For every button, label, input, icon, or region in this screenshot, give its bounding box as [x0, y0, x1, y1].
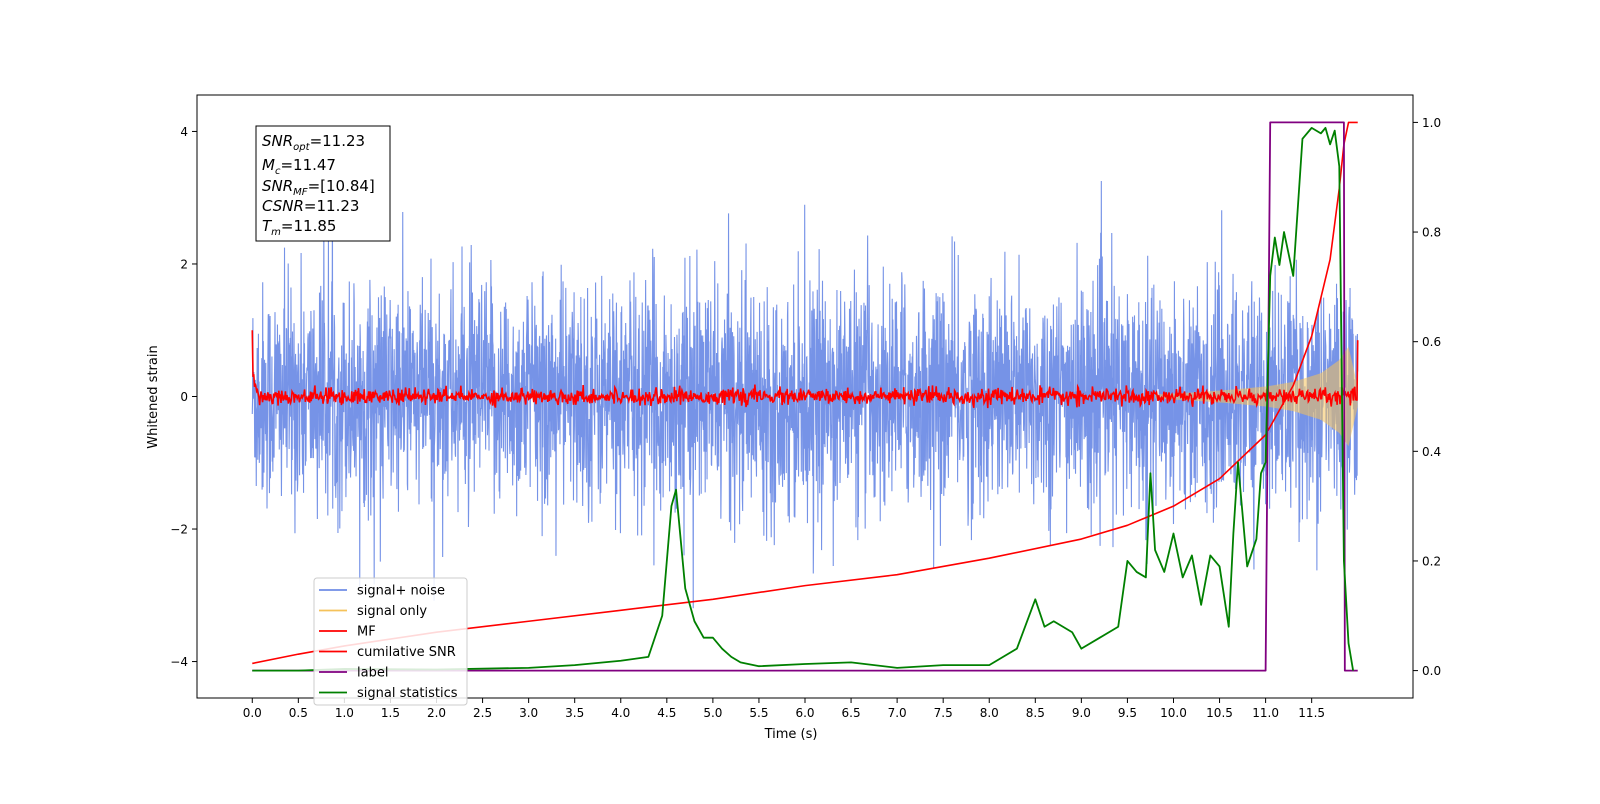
x-axis-label: Time (s) — [764, 727, 818, 742]
y-right-tick-label: 0.8 — [1422, 226, 1441, 240]
y-left-tick-label: −4 — [170, 655, 188, 669]
y-axis-label: Whitened strain — [146, 345, 161, 448]
x-tick-label: 8.0 — [980, 706, 999, 720]
label-line — [252, 121, 1358, 672]
x-axis: 0.0 0.5 1.0 1.5 2.0 2.5 3.0 3.5 4.0 4.5 5.0 5.5 6.0 6… — [243, 698, 1325, 720]
x-tick-label: 1.0 — [335, 706, 354, 720]
mf-series — [251, 330, 1359, 409]
x-tick-label: 11.5 — [1298, 706, 1325, 720]
x-tick-label: 10.5 — [1206, 706, 1233, 720]
x-tick-label: 10.0 — [1160, 706, 1187, 720]
x-tick-label: 7.5 — [934, 706, 953, 720]
x-tick-label: 8.5 — [1026, 706, 1045, 720]
x-tick-label: 3.5 — [565, 706, 584, 720]
legend-label: signal+ noise — [357, 584, 445, 599]
annotation-csnr-value: =11.23 — [304, 197, 360, 215]
annotation-mc: Mc=11.47 — [262, 156, 336, 177]
annotation-box: SNRopt=11.23 Mc=11.47 SNRMF=[10.84] CSNR… — [255, 125, 391, 242]
legend-label: MF — [357, 625, 376, 640]
mf-line — [251, 330, 1359, 409]
signal-statistics-line — [252, 126, 1355, 672]
annotation-snr-opt-value: =11.23 — [310, 132, 366, 150]
y-right-tick-label: 0.0 — [1422, 664, 1441, 678]
x-tick-label: 4.5 — [657, 706, 676, 720]
y-right-tick-label: 1.0 — [1422, 116, 1441, 130]
annotation-csnr: CSNR=11.23 — [262, 197, 359, 215]
annotation-tm-value: =11.85 — [281, 217, 337, 235]
label-series — [252, 121, 1358, 672]
x-tick-label: 11.0 — [1252, 706, 1279, 720]
x-tick-label: 0.0 — [243, 706, 262, 720]
x-tick-label: 7.0 — [888, 706, 907, 720]
x-tick-label: 2.0 — [427, 706, 446, 720]
signal-statistics-series — [252, 126, 1355, 672]
y-right-tick-label: 0.4 — [1422, 445, 1441, 459]
annotation-snr-mf-value: =[10.84] — [308, 177, 375, 195]
y-left-tick-label: 0 — [180, 390, 188, 404]
x-tick-label: 0.5 — [289, 706, 308, 720]
legend-label: label — [357, 666, 388, 681]
x-tick-label: 1.5 — [381, 706, 400, 720]
x-tick-label: 5.0 — [703, 706, 722, 720]
legend-label: signal statistics — [357, 686, 458, 701]
annotation-mc-value: =11.47 — [280, 156, 336, 174]
legend-label: cumilative SNR — [357, 645, 456, 660]
x-tick-label: 6.0 — [795, 706, 814, 720]
legend: signal+ noise signal only MF cumilative SNR… — [313, 577, 468, 706]
legend-frame — [313, 577, 468, 706]
x-tick-label: 5.5 — [749, 706, 768, 720]
y-left-tick-label: −2 — [170, 523, 188, 537]
x-tick-label: 3.0 — [519, 706, 538, 720]
y-left-tick-label: 4 — [180, 125, 188, 139]
x-tick-label: 9.5 — [1118, 706, 1137, 720]
annotation-frame — [255, 125, 391, 242]
y-axis-left: 4 2 0 −2 −4 — [170, 125, 197, 669]
annotation-snr-opt: SNRopt=11.23 — [262, 132, 365, 153]
signal-only-band — [1155, 346, 1358, 447]
x-tick-label: 2.5 — [473, 706, 492, 720]
plot-area — [251, 121, 1359, 672]
x-tick-label: 9.0 — [1072, 706, 1091, 720]
x-tick-label: 4.0 — [611, 706, 630, 720]
annotation-snr-mf: SNRMF=[10.84] — [262, 177, 375, 198]
cumulative-snr-line — [252, 121, 1358, 665]
y-right-tick-label: 0.2 — [1422, 554, 1441, 568]
y-right-tick-label: 0.6 — [1422, 335, 1441, 349]
x-tick-label: 6.5 — [842, 706, 861, 720]
annotation-tm: Tm=11.85 — [262, 217, 336, 238]
y-axis-right: 1.0 0.8 0.6 0.4 0.2 0.0 — [1413, 116, 1441, 678]
legend-label: signal only — [357, 604, 427, 619]
y-left-tick-label: 2 — [180, 257, 188, 271]
cumulative-snr-series — [252, 121, 1358, 665]
signal-only-series — [1155, 346, 1358, 447]
